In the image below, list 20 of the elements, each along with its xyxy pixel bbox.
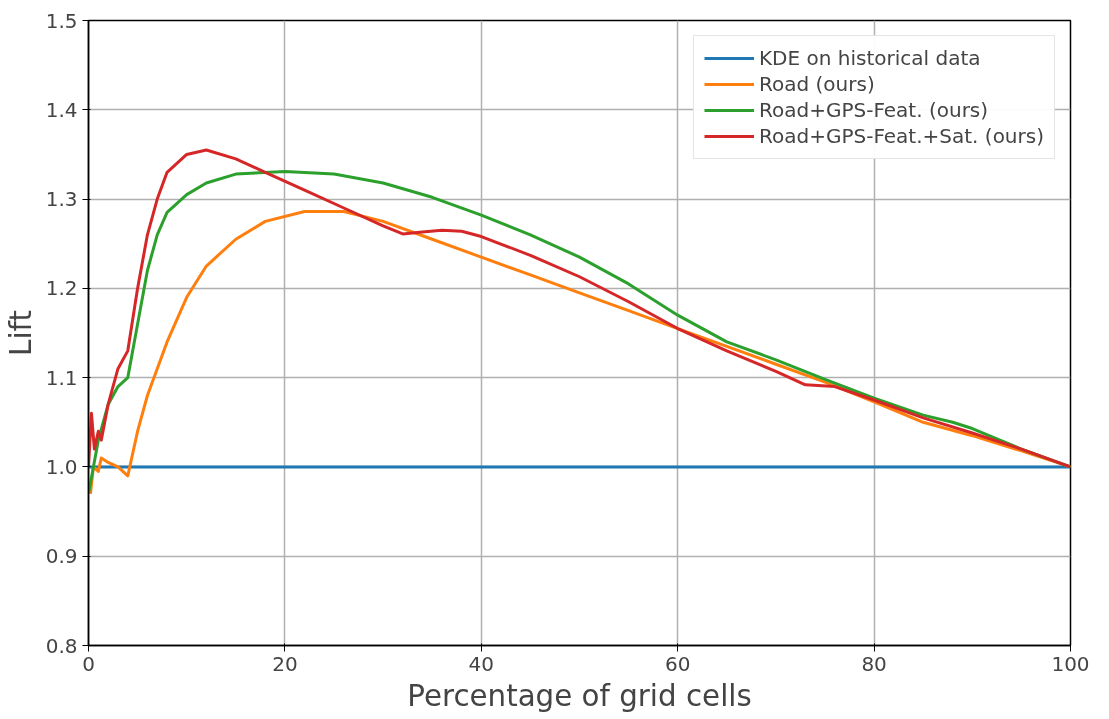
legend-label: Road+GPS-Feat. (ours)	[758, 98, 989, 122]
y-tick-label: 1.5	[45, 8, 78, 33]
x-tick-label: 20	[272, 651, 298, 676]
legend-label: Road+GPS-Feat.+Sat. (ours)	[758, 124, 1044, 148]
y-tick-label: 0.9	[45, 544, 78, 569]
legend-label: Road (ours)	[758, 72, 875, 96]
y-tick-label: 1.0	[45, 454, 78, 479]
y-tick-label: 1.2	[45, 276, 78, 301]
y-tick-label: 0.8	[45, 633, 78, 658]
y-axis-title: Lift	[3, 310, 38, 356]
x-tick-label: 0	[82, 651, 95, 676]
x-tick-label: 80	[861, 651, 887, 676]
x-tick-label: 100	[1051, 651, 1090, 676]
legend-label: KDE on historical data	[758, 46, 981, 70]
x-tick-label: 60	[664, 651, 691, 676]
x-tick-label: 40	[468, 651, 495, 676]
y-tick-label: 1.1	[45, 365, 78, 390]
x-axis-title: Percentage of grid cells	[407, 678, 752, 713]
y-tick-label: 1.4	[45, 97, 78, 122]
y-tick-label: 1.3	[45, 187, 78, 212]
